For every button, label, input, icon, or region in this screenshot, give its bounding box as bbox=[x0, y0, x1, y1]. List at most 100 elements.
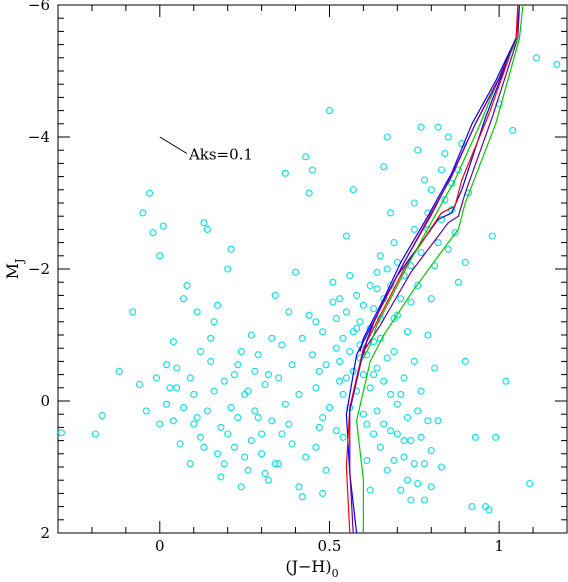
data-point bbox=[346, 347, 354, 356]
data-point bbox=[271, 460, 279, 468]
data-point bbox=[186, 460, 194, 468]
data-point bbox=[264, 371, 272, 379]
data-point bbox=[383, 133, 391, 141]
data-point bbox=[196, 347, 205, 356]
data-point bbox=[180, 295, 188, 303]
data-point bbox=[193, 308, 201, 316]
data-point bbox=[254, 413, 262, 422]
data-point bbox=[397, 295, 405, 303]
data-point bbox=[410, 357, 418, 365]
data-point bbox=[258, 430, 266, 438]
x-tick-label: 1 bbox=[494, 537, 504, 555]
data-point bbox=[183, 281, 191, 290]
data-point bbox=[224, 265, 232, 273]
data-point bbox=[275, 374, 283, 382]
data-point bbox=[281, 169, 289, 177]
data-point bbox=[115, 367, 123, 375]
data-point bbox=[366, 486, 374, 494]
data-point bbox=[410, 460, 418, 468]
data-point bbox=[390, 456, 398, 464]
data-point bbox=[227, 245, 235, 253]
data-point bbox=[417, 123, 425, 131]
data-point bbox=[366, 281, 374, 290]
data-point bbox=[390, 314, 398, 323]
data-point bbox=[186, 374, 194, 382]
data-point bbox=[373, 268, 381, 276]
data-point bbox=[190, 390, 198, 398]
data-point bbox=[196, 433, 205, 441]
data-point bbox=[237, 483, 245, 491]
axis-ticks bbox=[57, 4, 568, 534]
data-point bbox=[285, 308, 293, 316]
extinction-arrow bbox=[159, 136, 188, 154]
y-tick-label: 0 bbox=[40, 392, 50, 410]
data-point bbox=[427, 186, 435, 194]
isochrone-curves bbox=[345, 4, 524, 534]
data-point bbox=[471, 433, 479, 441]
data-point bbox=[230, 371, 239, 379]
data-point bbox=[163, 400, 171, 408]
data-point bbox=[295, 483, 303, 491]
data-point bbox=[254, 351, 262, 359]
data-point bbox=[370, 371, 378, 379]
data-point bbox=[526, 479, 534, 488]
data-point bbox=[407, 496, 415, 504]
data-point bbox=[275, 460, 283, 468]
data-point bbox=[417, 433, 425, 441]
data-point bbox=[156, 420, 164, 428]
data-point bbox=[329, 298, 337, 306]
data-point bbox=[383, 265, 391, 273]
y-tick-label: −6 bbox=[28, 0, 50, 14]
data-point bbox=[373, 285, 381, 293]
data-point bbox=[454, 278, 462, 286]
data-point bbox=[424, 331, 432, 339]
data-point bbox=[319, 413, 327, 422]
data-point bbox=[322, 361, 330, 369]
data-point bbox=[373, 407, 381, 415]
data-point bbox=[261, 470, 269, 478]
data-point bbox=[325, 107, 334, 115]
data-point bbox=[57, 429, 65, 437]
data-point bbox=[342, 308, 350, 316]
data-point bbox=[190, 420, 198, 428]
data-point bbox=[363, 456, 371, 464]
data-point bbox=[336, 357, 344, 365]
data-point bbox=[437, 463, 445, 471]
data-point bbox=[420, 460, 429, 468]
data-point bbox=[302, 153, 310, 161]
data-point bbox=[339, 390, 347, 398]
data-point bbox=[414, 281, 422, 290]
data-point bbox=[451, 229, 459, 237]
data-point bbox=[200, 443, 208, 451]
data-point bbox=[342, 374, 350, 382]
data-point bbox=[312, 318, 320, 326]
data-point bbox=[339, 334, 347, 342]
data-point bbox=[363, 420, 371, 428]
data-point bbox=[434, 123, 442, 131]
series-line bbox=[362, 37, 519, 359]
data-point bbox=[370, 338, 378, 346]
data-point bbox=[241, 390, 249, 398]
data-point bbox=[227, 404, 235, 412]
data-point bbox=[424, 417, 432, 425]
data-point bbox=[139, 209, 147, 217]
data-point bbox=[288, 440, 296, 448]
data-point bbox=[509, 126, 517, 134]
data-point bbox=[414, 479, 422, 488]
data-point bbox=[169, 338, 177, 346]
data-point bbox=[325, 404, 334, 412]
data-point bbox=[224, 430, 232, 438]
data-point bbox=[407, 298, 415, 306]
data-point bbox=[383, 466, 391, 474]
data-point bbox=[261, 380, 269, 389]
data-point bbox=[91, 430, 99, 438]
data-point bbox=[305, 311, 313, 319]
data-point bbox=[427, 483, 435, 491]
data-point bbox=[213, 301, 222, 309]
data-point bbox=[332, 314, 340, 323]
data-point bbox=[288, 361, 296, 369]
data-point bbox=[407, 437, 415, 445]
data-point bbox=[251, 407, 259, 415]
data-point bbox=[400, 374, 408, 382]
